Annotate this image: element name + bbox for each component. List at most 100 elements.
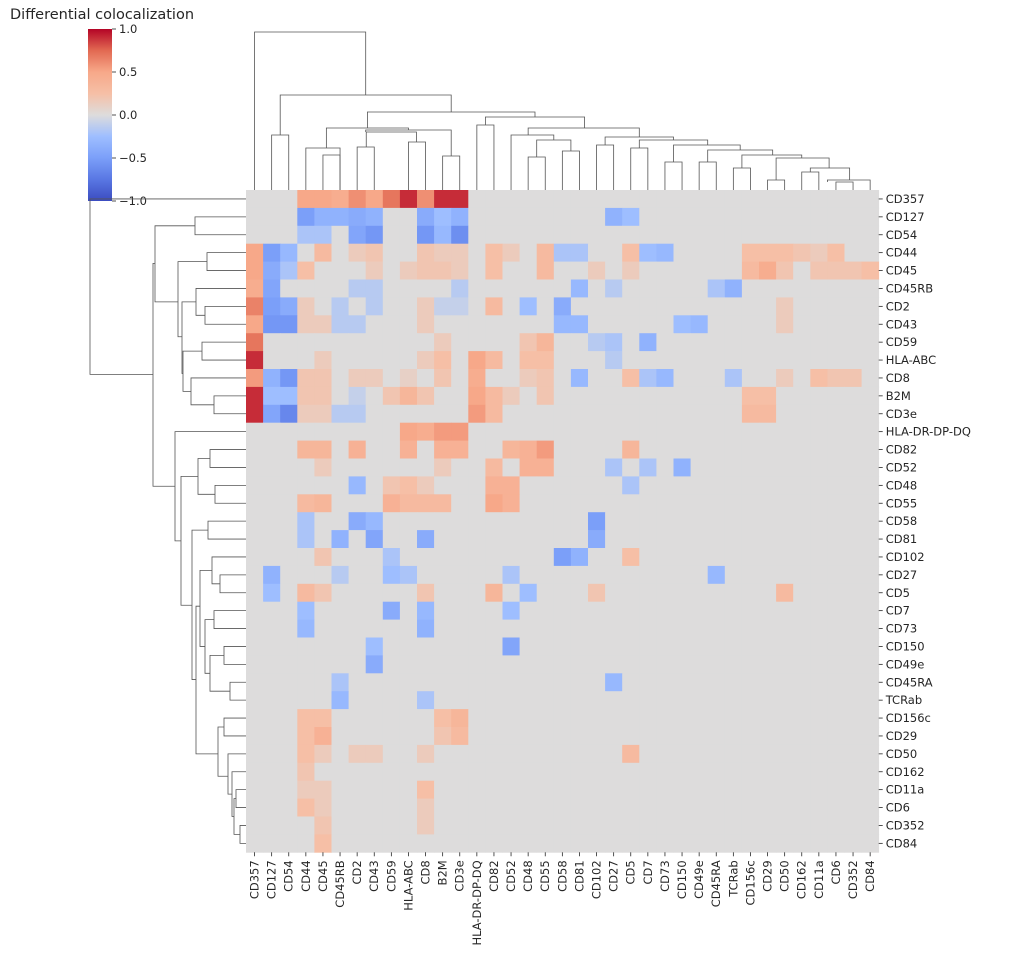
heatmap-cell xyxy=(434,798,452,817)
dendrogram-link xyxy=(827,179,871,190)
heatmap-cell xyxy=(724,494,743,513)
heatmap-cell xyxy=(417,351,435,370)
heatmap-cell xyxy=(810,637,828,656)
heatmap-cell xyxy=(502,655,520,674)
heatmap-cell xyxy=(827,225,845,245)
dendrogram-link xyxy=(239,825,246,844)
heatmap-cell xyxy=(776,207,794,227)
heatmap-cell xyxy=(707,780,726,799)
heatmap-cell xyxy=(810,404,828,424)
heatmap-cell xyxy=(314,494,332,513)
heatmap-cell xyxy=(844,709,862,728)
heatmap-cell xyxy=(776,619,794,638)
heatmap-cell xyxy=(502,190,520,209)
heatmap-cell xyxy=(759,798,777,817)
heatmap-cell xyxy=(861,333,880,352)
dendrogram-link xyxy=(227,753,246,795)
heatmap-cell xyxy=(810,440,828,459)
heatmap-cell xyxy=(382,243,401,262)
heatmap-cell xyxy=(348,404,367,424)
heatmap-cell xyxy=(502,798,520,817)
heatmap-cell xyxy=(399,351,418,370)
colorbar-gradient xyxy=(88,29,112,201)
heatmap-cell xyxy=(861,476,880,495)
dendrogram-link xyxy=(213,395,246,415)
heatmap-cell xyxy=(451,422,469,441)
heatmap-cell xyxy=(776,709,794,728)
heatmap-cell xyxy=(348,601,367,620)
column-label: CD3e xyxy=(453,860,467,891)
heatmap-cell xyxy=(502,530,520,549)
column-label: CD50 xyxy=(778,860,792,892)
heatmap-cell xyxy=(536,440,555,459)
heatmap-cell xyxy=(622,225,640,245)
heatmap-cell xyxy=(639,422,657,441)
dendrogram-link xyxy=(367,111,536,128)
heatmap-cell xyxy=(724,404,743,424)
heatmap-cell xyxy=(502,315,520,334)
heatmap-cell xyxy=(553,565,572,585)
heatmap-cell xyxy=(451,673,469,692)
heatmap-cell xyxy=(827,816,845,835)
heatmap-cell xyxy=(536,458,555,477)
heatmap-cell xyxy=(741,476,760,495)
heatmap-cell xyxy=(485,422,503,441)
heatmap-cell xyxy=(861,619,880,638)
heatmap-cell xyxy=(673,190,691,209)
heatmap-cell xyxy=(810,655,828,674)
heatmap-cell xyxy=(673,297,691,316)
heatmap-cell xyxy=(759,494,777,513)
row-label: CD2 xyxy=(886,299,910,313)
heatmap-cell xyxy=(536,816,555,835)
heatmap-cell xyxy=(673,673,691,692)
heatmap-cell xyxy=(810,297,828,316)
heatmap-cell xyxy=(673,369,691,388)
heatmap-cell xyxy=(622,798,640,817)
heatmap-cell xyxy=(588,476,606,495)
heatmap-cell xyxy=(724,315,743,334)
heatmap-cell xyxy=(519,297,538,316)
heatmap-cell xyxy=(810,691,828,710)
heatmap-cell xyxy=(502,762,520,782)
heatmap-cell xyxy=(707,404,726,424)
heatmap-cell xyxy=(810,190,828,209)
heatmap-cell xyxy=(759,207,777,227)
heatmap-cell xyxy=(246,207,264,227)
column-label: CD7 xyxy=(641,860,655,884)
heatmap-cell xyxy=(468,369,486,388)
heatmap-cell xyxy=(656,530,674,549)
heatmap-cell xyxy=(827,404,845,424)
heatmap-cell xyxy=(810,458,828,477)
heatmap-cell xyxy=(639,691,657,710)
heatmap-cell xyxy=(536,225,555,245)
heatmap-cell xyxy=(451,655,469,674)
heatmap-cell xyxy=(519,351,538,370)
heatmap-cell xyxy=(502,440,520,459)
heatmap-cell xyxy=(434,279,452,298)
column-label: HLA-DR-DP-DQ xyxy=(470,860,484,945)
heatmap-cell xyxy=(793,369,811,388)
heatmap-cell xyxy=(605,637,623,656)
heatmap-cell xyxy=(519,207,538,227)
heatmap-cell xyxy=(246,369,264,388)
heatmap-cell xyxy=(810,351,828,370)
heatmap-cell xyxy=(297,816,315,835)
heatmap-cell xyxy=(724,601,743,620)
heatmap-cell xyxy=(246,458,264,477)
heatmap-cell xyxy=(502,351,520,370)
row-label: CD45 xyxy=(886,264,918,278)
heatmap-cell xyxy=(536,243,555,262)
heatmap-cell xyxy=(553,637,572,656)
heatmap-cell xyxy=(793,834,811,853)
heatmap-cell xyxy=(434,261,452,280)
heatmap-cell xyxy=(570,530,589,549)
heatmap-cell xyxy=(485,333,503,352)
dendrogram-link xyxy=(809,167,851,180)
heatmap-cell xyxy=(793,709,811,728)
heatmap-cell xyxy=(297,297,315,316)
heatmap-cell xyxy=(382,798,401,817)
heatmap-cell xyxy=(656,207,674,227)
heatmap-cell xyxy=(417,190,435,209)
heatmap-cell xyxy=(519,369,538,388)
heatmap-cell xyxy=(297,190,315,209)
